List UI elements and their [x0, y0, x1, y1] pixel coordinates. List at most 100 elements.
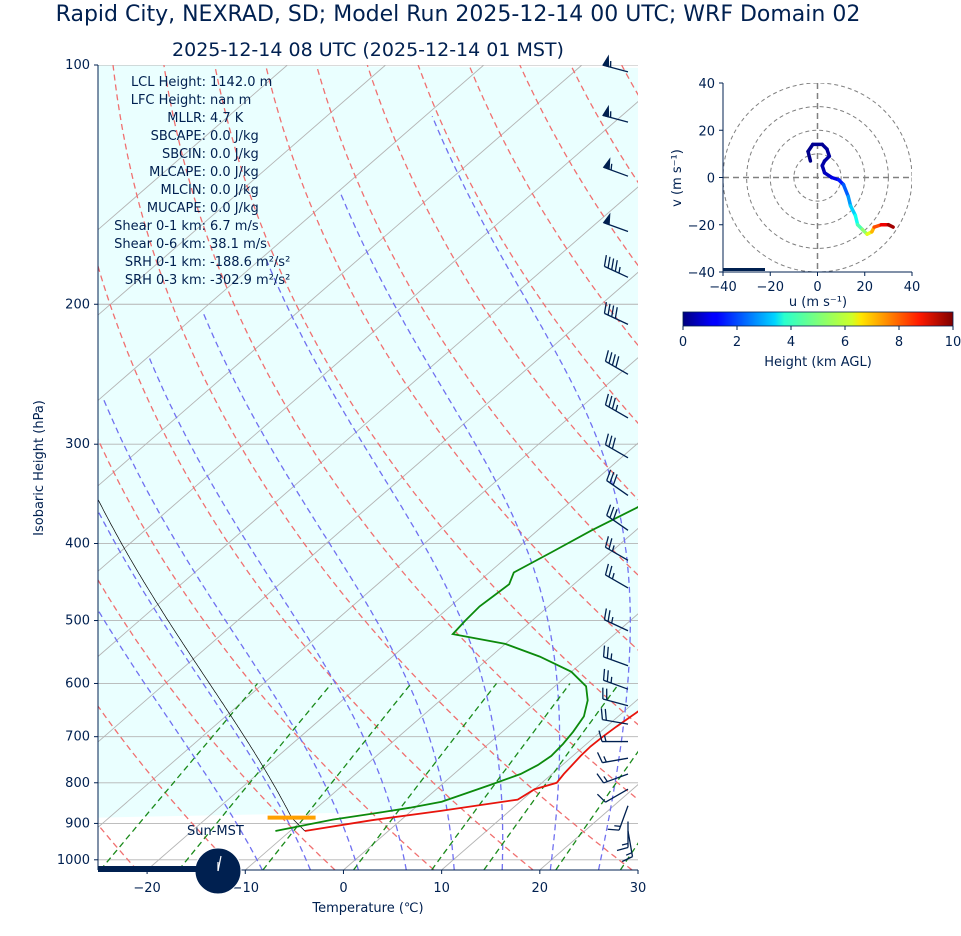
wind-barb — [600, 708, 629, 725]
pressure-tick-label: 800 — [65, 776, 90, 791]
hodograph-trace — [806, 142, 895, 236]
wind-barb — [604, 393, 629, 419]
moist-adiabat — [264, 255, 504, 870]
param-value: 0.0 J/kg — [210, 129, 259, 144]
pressure-tick-label: 300 — [65, 437, 90, 452]
colorbar-gradient — [682, 311, 954, 327]
hodograph-panel: −40 −20 0 20 40 40 20 0 −20 −40 u (m s⁻¹) v (m s⁻… — [670, 77, 920, 310]
hodograph-ytick-label: 20 — [698, 124, 715, 139]
pressure-tick-label: 100 — [65, 58, 90, 73]
isotherm — [343, 613, 638, 870]
param-value: -302.9 m²/s² — [210, 273, 290, 288]
colorbar-tick-label: 10 — [945, 335, 961, 350]
hodograph-segment — [841, 182, 850, 199]
temperature-tick-label: 0 — [339, 881, 347, 896]
temperature-tick-label: 10 — [433, 881, 450, 896]
colorbar-tick-label: 8 — [895, 335, 903, 350]
wind-barb — [602, 645, 629, 667]
isotherm — [98, 65, 288, 231]
hodograph-xtick-label: 40 — [904, 280, 921, 295]
hodograph-xtick-label: −40 — [709, 280, 736, 295]
pressure-tick-label: 1000 — [57, 853, 90, 868]
wind-barb — [602, 212, 629, 233]
dry-adiabat — [214, 65, 638, 726]
hodograph-segment — [848, 204, 858, 218]
dry-adiabat — [264, 65, 638, 651]
moist-adiabats — [98, 115, 631, 870]
pressure-tick-label: 600 — [65, 676, 90, 691]
wind-barb — [607, 805, 629, 831]
wind-barb — [603, 255, 629, 278]
param-label: SRH 0-1 km: — [125, 255, 206, 270]
sounding-parameters: LCL Height: 1142.0 m LFC Height: nan m MLLR:… — [114, 75, 290, 288]
hodograph-y-label: v (m s⁻¹) — [670, 149, 685, 207]
hodograph-xtick-label: −20 — [757, 280, 784, 295]
time-progress-bar — [98, 866, 208, 872]
dry-adiabat — [98, 263, 534, 870]
param-value: nan m — [210, 93, 251, 108]
pressure-tick-label: 500 — [65, 614, 90, 629]
param-value: 0.0 J/kg — [210, 147, 259, 162]
param-value: -188.6 m²/s² — [210, 255, 290, 270]
wind-barb — [602, 104, 629, 123]
dry-adiabat — [774, 65, 961, 870]
dry-adiabat — [366, 65, 638, 501]
mixing-ratio-line — [262, 683, 412, 870]
skewt-background — [98, 65, 961, 870]
moist-adiabat — [431, 115, 631, 870]
wind-barb — [604, 536, 629, 561]
moist-adiabat — [201, 310, 455, 870]
dewpoint-profile — [275, 505, 638, 832]
wind-barb — [621, 830, 634, 863]
isotherm — [98, 65, 583, 487]
param-label: SBCIN: — [162, 147, 206, 162]
temperature-profile — [304, 710, 638, 832]
param-label: LCL Height: — [131, 75, 206, 90]
wind-barb — [596, 773, 629, 784]
mixing-ratio-line — [619, 842, 638, 870]
param-label: Shear 0-6 km: — [114, 237, 206, 252]
isotherm — [98, 186, 638, 658]
hodograph-x-label: u (m s⁻¹) — [789, 295, 847, 310]
hodograph-xtick-label: 0 — [813, 280, 821, 295]
colorbar-tick-label: 6 — [841, 335, 849, 350]
hodograph-ytick-label: 40 — [698, 77, 715, 92]
hodograph-ticks: −40 −20 0 20 40 40 20 0 −20 −40 — [688, 77, 921, 295]
isotherm — [98, 271, 638, 743]
wind-barb — [602, 668, 629, 690]
isotherm — [441, 698, 638, 870]
wind-barb — [598, 730, 628, 743]
wind-barb — [604, 350, 629, 375]
hodograph-ytick-label: −20 — [688, 219, 715, 234]
wind-barb — [602, 54, 629, 73]
param-label: Shear 0-1 km: — [114, 219, 206, 234]
wind-barb — [604, 433, 629, 459]
wind-barb — [606, 504, 629, 531]
param-label: LFC Height: — [131, 93, 206, 108]
param-label: MLCAPE: — [149, 165, 206, 180]
parcel-path — [98, 498, 306, 832]
temperature-ticks: −20 −10 0 10 20 30 — [133, 870, 646, 896]
wind-barb — [604, 563, 629, 589]
param-label: MLLR: — [167, 111, 206, 126]
moist-adiabat — [338, 190, 561, 870]
colorbar-label: Height (km AGL) — [764, 355, 872, 370]
pressure-tick-label: 400 — [65, 537, 90, 552]
moist-adiabat — [102, 397, 360, 870]
param-value: 6.7 m/s — [210, 219, 259, 234]
param-label: SRH 0-3 km: — [125, 273, 206, 288]
clock-icon — [194, 847, 242, 895]
param-value: 0.0 J/kg — [210, 165, 259, 180]
hodograph-xtick-label: 20 — [856, 280, 873, 295]
isotherm — [98, 65, 386, 316]
hodograph-ytick-label: −40 — [688, 266, 715, 281]
wind-barbs — [596, 54, 634, 863]
mixing-ratio-line — [352, 683, 498, 870]
isotherm — [146, 442, 638, 870]
mixing-ratio-line — [483, 683, 620, 870]
isotherm — [98, 101, 638, 572]
main-title: Rapid City, NEXRAD, SD; Model Run 2025-1… — [56, 2, 861, 27]
param-value: 0.0 J/kg — [210, 201, 259, 216]
wind-barb — [603, 302, 629, 325]
